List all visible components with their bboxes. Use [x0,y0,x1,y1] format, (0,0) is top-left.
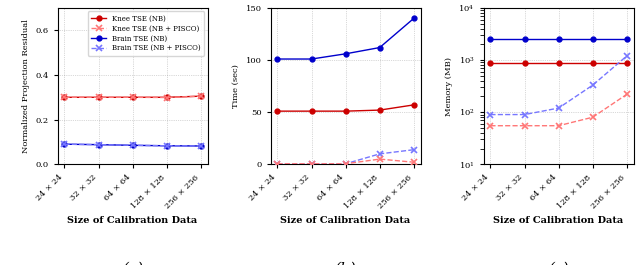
Y-axis label: Memory (MB): Memory (MB) [445,57,453,116]
X-axis label: Size of Calibration Data: Size of Calibration Data [493,216,624,225]
Y-axis label: Normalized Projection Residual: Normalized Projection Residual [22,19,29,153]
Text: (a): (a) [122,261,143,265]
Text: (b): (b) [335,261,356,265]
X-axis label: Size of Calibration Data: Size of Calibration Data [280,216,411,225]
X-axis label: Size of Calibration Data: Size of Calibration Data [67,216,198,225]
Text: (c): (c) [548,261,569,265]
Y-axis label: Time (sec): Time (sec) [232,64,240,108]
Legend: Knee TSE (NB), Knee TSE (NB + PISCO), Brain TSE (NB), Brain TSE (NB + PISCO): Knee TSE (NB), Knee TSE (NB + PISCO), Br… [88,11,204,56]
